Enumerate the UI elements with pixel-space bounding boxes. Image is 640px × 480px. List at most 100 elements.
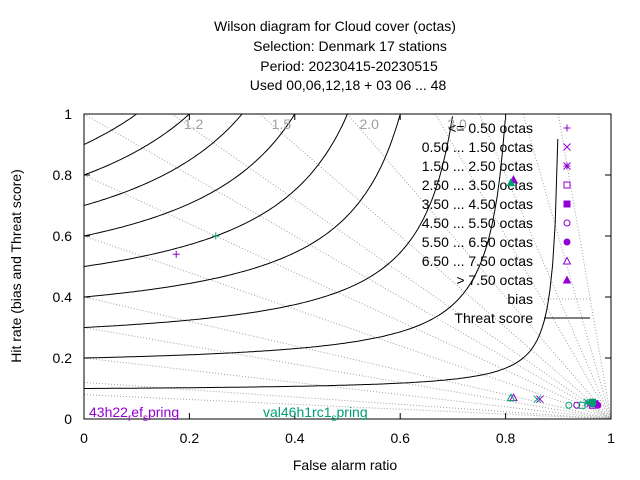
isolines-group (84, 114, 611, 419)
legend-marker (562, 275, 572, 284)
bias-isoline-label: 1.2 (184, 116, 204, 132)
data-point (212, 232, 220, 240)
y-tick-label: 0.2 (53, 350, 73, 366)
model-label-part: 43h22 (89, 404, 128, 420)
legend-label: 5.50 ... 6.50 octas (422, 234, 533, 250)
data-point (506, 393, 516, 402)
legend-label: bias (507, 291, 533, 307)
chart-title-line-3: Period: 20230415-20230515 (260, 58, 438, 74)
legend-marker (563, 143, 571, 151)
y-tick-label: 0.8 (53, 167, 73, 183)
y-tick-label: 1 (64, 106, 72, 122)
bias-isoline (84, 296, 611, 419)
threat-isoline (84, 114, 349, 267)
legend-marker (563, 238, 571, 246)
data-point (589, 400, 597, 408)
chart-title-line-4: Used 00,06,12,18 + 03 06 ... 48 (250, 77, 447, 93)
legend-label: 0.50 ... 1.50 octas (422, 139, 533, 155)
model-label-part: s (143, 413, 148, 424)
legend-label: 3.50 ... 4.50 octas (422, 196, 533, 212)
y-axis-label: Hit rate (bias and Threat score) (8, 169, 24, 363)
legend-label: 1.50 ... 2.50 octas (422, 158, 533, 174)
legend-marker (563, 162, 571, 170)
data-point (565, 401, 573, 409)
legend-marker (562, 256, 572, 265)
data-point (212, 232, 220, 240)
chart-title-line-2: Selection: Denmark 17 stations (253, 38, 447, 54)
data-point (578, 401, 586, 409)
legend-marker (562, 275, 572, 284)
model-label-part: s (332, 413, 337, 424)
y-tick-label: 0 (64, 411, 72, 427)
threat-isoline (84, 114, 243, 206)
bias-isoline (84, 114, 611, 419)
x-axis-label: False alarm ratio (293, 457, 397, 473)
legend-marker (563, 200, 571, 208)
data-point (565, 401, 573, 409)
legend-marker (563, 124, 571, 132)
model-label-part: r (128, 413, 132, 424)
data-point (506, 393, 516, 402)
threat-isoline (84, 114, 401, 298)
data-points-group (172, 175, 602, 409)
model-label-part: pring (337, 404, 368, 420)
data-point (506, 178, 516, 187)
x-tick-label: 0.6 (390, 430, 410, 446)
legend-marker (563, 181, 571, 189)
data-point (536, 395, 544, 404)
bias-isoline-label: 1.5 (272, 116, 292, 132)
legend-marker (563, 219, 571, 227)
bias-isoline (478, 114, 611, 419)
threat-isoline (84, 116, 453, 328)
x-tick-label: 0 (80, 430, 88, 446)
data-point (172, 250, 180, 258)
legend-marker (563, 181, 571, 189)
threat-isoline (84, 114, 296, 237)
y-tick-label: 0.4 (53, 289, 73, 305)
bias-isoline (259, 114, 611, 419)
bias-isoline-label: 2.0 (360, 116, 380, 132)
x-tick-label: 0.2 (180, 430, 200, 446)
chart-title-line-1: Wilson diagram for Cloud cover (octas) (214, 18, 456, 34)
legend-marker (563, 238, 571, 246)
bias-isoline (84, 381, 611, 419)
bias-isoline (84, 394, 611, 419)
threat-isoline (84, 114, 138, 145)
data-point (583, 398, 592, 407)
bias-isoline (84, 174, 611, 419)
axis-ticks-group: 0 0.2 0.4 0.6 0.8 1 0 0.2 0.4 0.6 0.8 1 (53, 106, 616, 446)
legend: <= 0.50 octas 0.50 ... 1.50 octas 1.50 ...… (422, 120, 590, 326)
legend-marker (563, 143, 571, 151)
threat-isoline (84, 138, 559, 389)
data-point (589, 400, 597, 408)
data-point (506, 178, 516, 187)
model-label-part: pring (148, 404, 179, 420)
x-tick-label: 0.8 (496, 430, 516, 446)
threat-isoline (84, 119, 506, 359)
data-point (583, 398, 592, 407)
data-point (573, 401, 581, 409)
legend-label: 6.50 ... 7.50 octas (422, 253, 533, 269)
bias-isoline (557, 114, 611, 419)
legend-marker (562, 256, 572, 265)
data-point (573, 401, 581, 409)
bias-isoline (171, 114, 611, 419)
bias-isoline (84, 327, 611, 419)
plot-frame (83, 113, 612, 420)
bias-isoline (522, 114, 611, 419)
bias-isoline-label: 3.0 (447, 116, 467, 132)
data-point (533, 395, 542, 404)
model-label-part: val46h1rc1 (263, 404, 332, 420)
legend-marker (563, 200, 571, 208)
data-point (533, 395, 542, 404)
data-point (172, 250, 180, 258)
model-label-val: val46h1rc1spring (263, 404, 368, 424)
y-tick-label: 0.6 (53, 228, 73, 244)
legend-marker (563, 162, 571, 170)
threat-isoline (84, 114, 191, 176)
model-label-part: ef (131, 404, 143, 420)
legend-marker (563, 219, 571, 227)
legend-label: > 7.50 octas (456, 272, 533, 288)
legend-label: Threat score (454, 310, 533, 326)
